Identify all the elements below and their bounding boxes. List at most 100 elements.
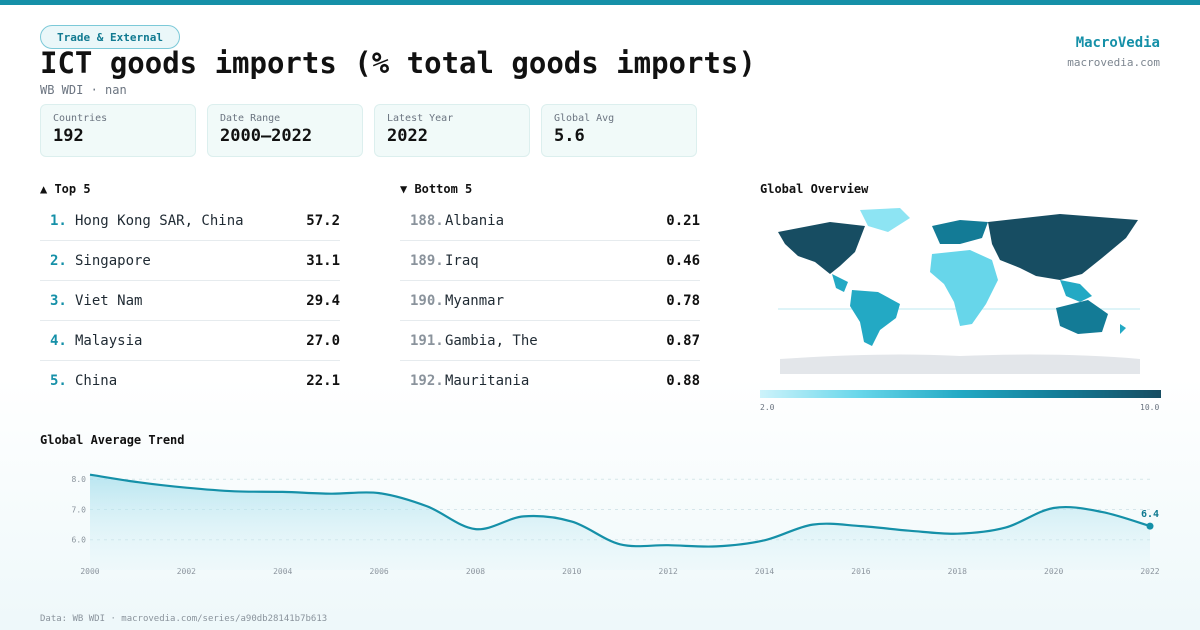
trend-chart[interactable]: 8.07.06.0 2000 2002 2004 2006 2008 2010 2012 20… — [40, 450, 1165, 590]
country-name: China — [75, 373, 118, 389]
stat-card-date-range: Date Range 2000–2022 — [207, 104, 363, 157]
rank-value: 0.88 — [666, 373, 700, 389]
list-item[interactable]: 189. Iraq 0.46 — [400, 241, 700, 281]
x-tick-label: 2016 — [851, 567, 870, 576]
stat-value: 192 — [53, 126, 84, 146]
top5-list: 1. Hong Kong SAR, China 57.2 2. Singapore … — [40, 201, 340, 401]
list-item[interactable]: 5. China 22.1 — [40, 361, 340, 401]
stat-value: 5.6 — [554, 126, 585, 146]
x-tick-label: 2020 — [1044, 567, 1063, 576]
x-tick-label: 2014 — [755, 567, 774, 576]
top-accent-bar — [0, 0, 1200, 5]
x-tick-label: 2018 — [948, 567, 967, 576]
map-australia[interactable] — [1056, 300, 1108, 334]
page-title: ICT goods imports (% total goods imports… — [40, 46, 756, 80]
rank-number: 192. — [410, 373, 444, 389]
map-central-america[interactable] — [832, 274, 848, 292]
country-name: Singapore — [75, 252, 151, 269]
list-item[interactable]: 188. Albania 0.21 — [400, 201, 700, 241]
top5-heading: ▲ Top 5 — [40, 182, 91, 196]
map-europe[interactable] — [932, 220, 988, 244]
category-badge: Trade & External — [40, 25, 180, 49]
stat-card-global-avg: Global Avg 5.6 — [541, 104, 697, 157]
country-name: Viet Nam — [75, 292, 143, 309]
last-point-marker[interactable] — [1146, 522, 1154, 530]
trend-heading: Global Average Trend — [40, 433, 185, 447]
map-south-america[interactable] — [850, 290, 900, 346]
rank-number: 189. — [410, 252, 444, 269]
rank-value: 57.2 — [306, 212, 340, 229]
rank-value: 0.78 — [666, 292, 700, 309]
map-southeast-asia[interactable] — [1060, 280, 1092, 302]
list-item[interactable]: 4. Malaysia 27.0 — [40, 321, 340, 361]
rank-value: 29.4 — [306, 292, 340, 309]
map-new-zealand[interactable] — [1120, 324, 1126, 334]
stat-card-countries: Countries 192 — [40, 104, 196, 157]
stat-label: Global Avg — [554, 113, 615, 124]
rank-value: 31.1 — [306, 252, 340, 269]
brand-name[interactable]: MacroVedia — [1075, 35, 1160, 51]
stat-value: 2022 — [387, 126, 428, 146]
x-tick-label: 2006 — [369, 567, 388, 576]
last-point-label: 6.4 — [1141, 509, 1159, 520]
stat-value: 2000–2022 — [220, 126, 313, 146]
stat-label: Latest Year — [387, 113, 454, 124]
country-name: Albania — [445, 212, 505, 229]
y-tick-label: 7.0 — [72, 505, 87, 514]
country-name: Malaysia — [75, 332, 143, 349]
bottom5-list: 188. Albania 0.21 189. Iraq 0.46 190. Myanm… — [400, 201, 700, 401]
map-asia[interactable] — [988, 214, 1138, 280]
y-axis: 8.0 7.0 6.0 — [72, 475, 87, 545]
rank-number: 5. — [50, 373, 67, 389]
rank-value: 0.46 — [666, 252, 700, 269]
map-north-america[interactable] — [778, 222, 865, 274]
x-axis: 2000 2002 2004 2006 2008 2010 2012 2014 2016 2018… — [80, 567, 1159, 576]
rank-number: 1. — [50, 212, 67, 229]
x-tick-label: 2002 — [177, 567, 196, 576]
rank-number: 3. — [50, 292, 67, 309]
x-tick-label: 2000 — [80, 567, 99, 576]
brand-url[interactable]: macrovedia.com — [1067, 56, 1160, 69]
trend-area — [90, 474, 1150, 570]
map-africa[interactable] — [930, 250, 998, 326]
y-tick-label: 6.0 — [72, 536, 87, 545]
country-name: Myanmar — [445, 292, 505, 309]
list-item[interactable]: 1. Hong Kong SAR, China 57.2 — [40, 201, 340, 241]
country-name: Gambia, The — [445, 332, 538, 349]
list-item[interactable]: 3. Viet Nam 29.4 — [40, 281, 340, 321]
list-item[interactable]: 191. Gambia, The 0.87 — [400, 321, 700, 361]
country-name: Hong Kong SAR, China — [75, 212, 244, 229]
x-tick-label: 2012 — [659, 567, 678, 576]
list-item[interactable]: 2. Singapore 31.1 — [40, 241, 340, 281]
x-tick-label: 2008 — [466, 567, 485, 576]
y-tick-label: 8.0 — [72, 475, 87, 484]
rank-number: 190. — [410, 292, 444, 309]
scale-min-label: 2.0 — [760, 403, 775, 412]
map-heading: Global Overview — [760, 182, 869, 196]
list-item[interactable]: 190. Myanmar 0.78 — [400, 281, 700, 321]
x-tick-label: 2004 — [273, 567, 292, 576]
country-name: Iraq — [445, 252, 479, 269]
scale-max-label: 10.0 — [1140, 403, 1160, 412]
stat-card-latest-year: Latest Year 2022 — [374, 104, 530, 157]
rank-number: 2. — [50, 252, 67, 269]
x-tick-label: 2022 — [1140, 567, 1159, 576]
stat-label: Date Range — [220, 113, 281, 124]
footer-source: Data: WB WDI · macrovedia.com/series/a90… — [40, 614, 328, 624]
page-subtitle: WB WDI · nan — [40, 83, 127, 97]
rank-number: 188. — [410, 212, 444, 229]
x-tick-label: 2010 — [562, 567, 581, 576]
country-name: Mauritania — [445, 373, 530, 389]
stat-label: Countries — [53, 113, 108, 124]
rank-value: 22.1 — [306, 373, 340, 389]
map-antarctica[interactable] — [780, 354, 1140, 374]
world-choropleth-map[interactable] — [760, 204, 1160, 382]
rank-number: 4. — [50, 332, 67, 349]
rank-number: 191. — [410, 332, 444, 349]
rank-value: 27.0 — [306, 332, 340, 349]
rank-value: 0.21 — [666, 212, 700, 229]
list-item[interactable]: 192. Mauritania 0.88 — [400, 361, 700, 401]
trend-line[interactable] — [89, 473, 1151, 548]
map-greenland[interactable] — [860, 208, 910, 232]
bottom5-heading: ▼ Bottom 5 — [400, 182, 473, 196]
